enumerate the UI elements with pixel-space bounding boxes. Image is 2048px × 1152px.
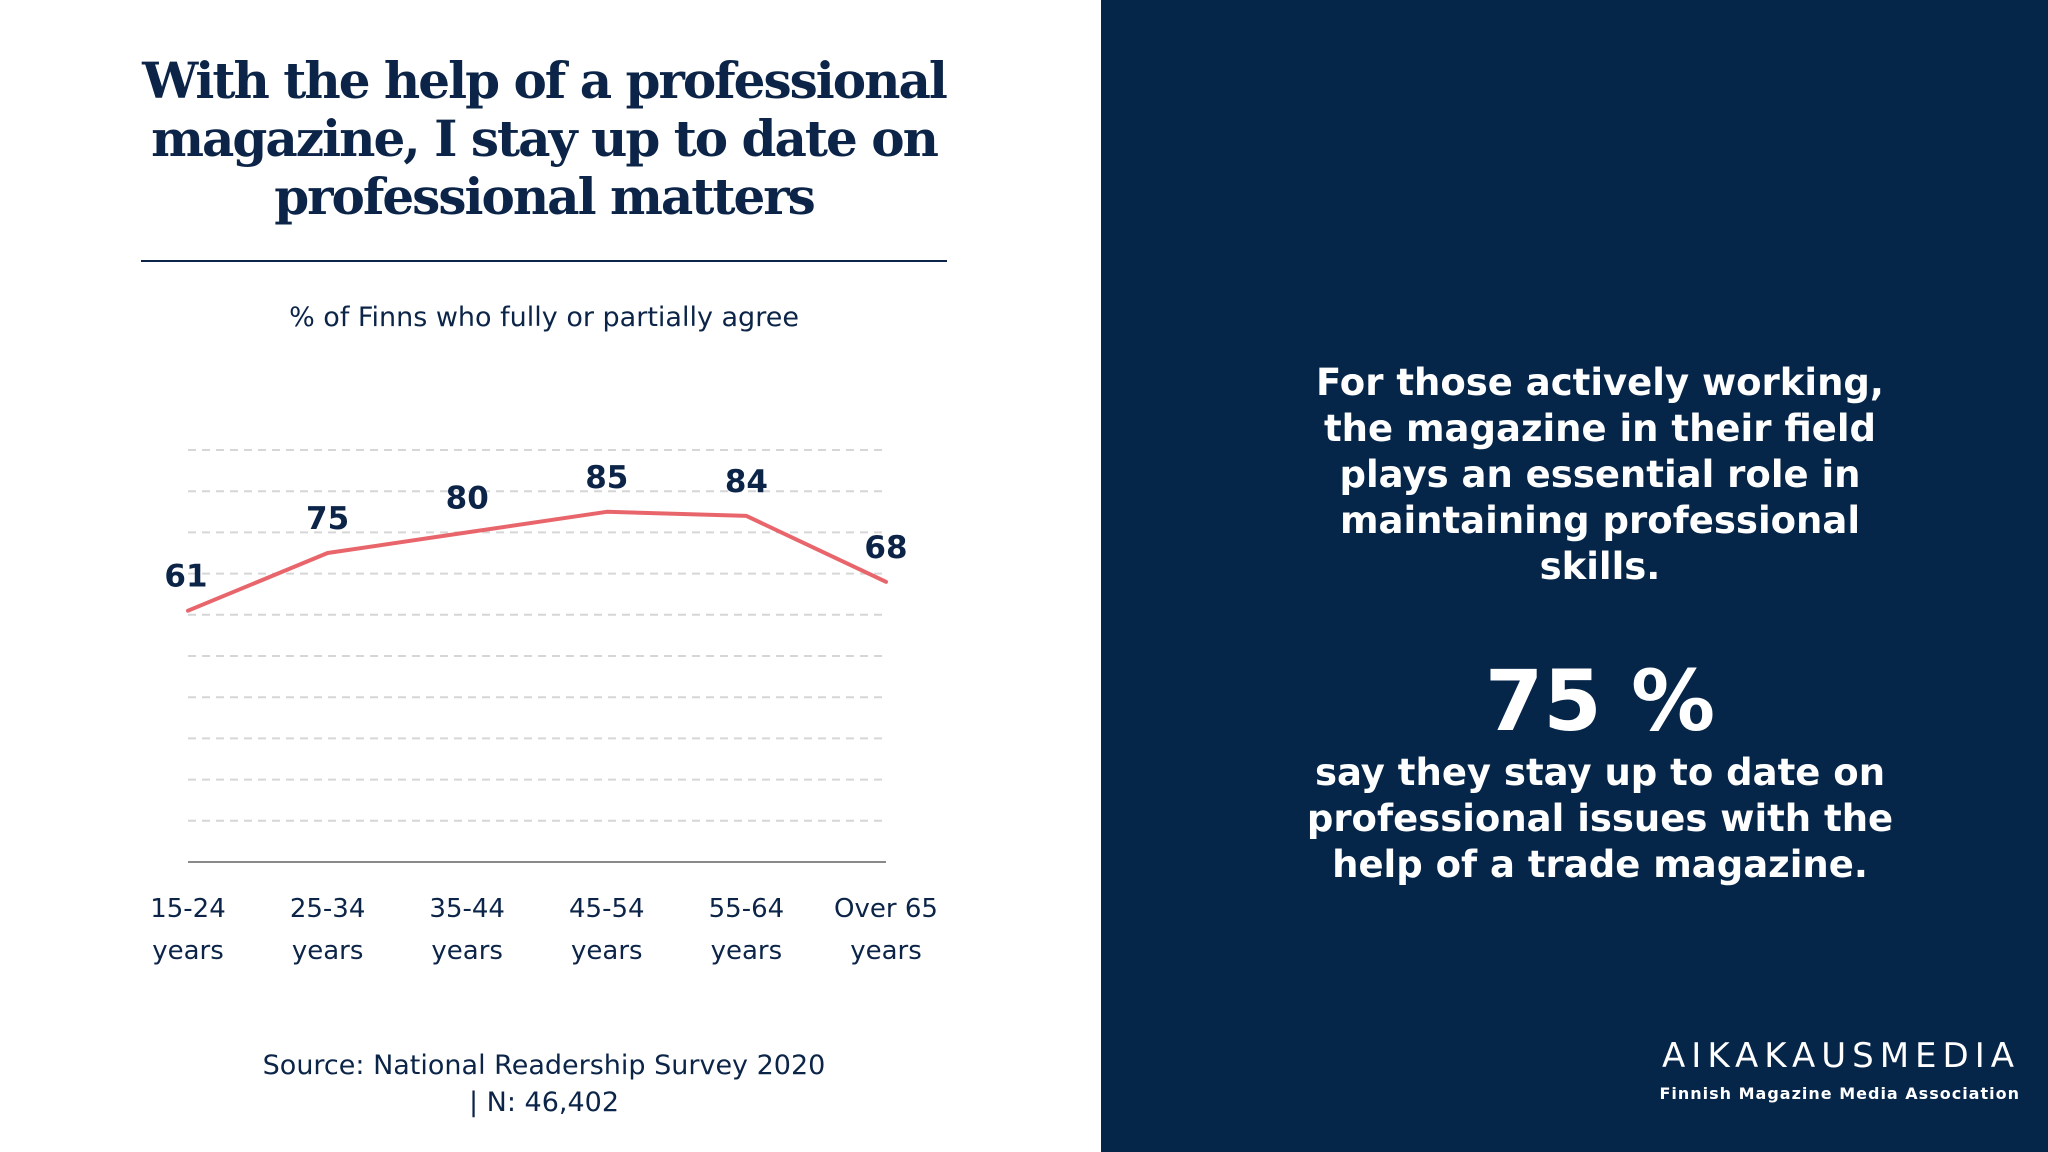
series-line: [186, 509, 888, 613]
brand-name: AIKAKAUSMEDIA: [1662, 1036, 2020, 1076]
x-tick-labels: 15-24 years 25-34 years 35-44 years 45-54 years…: [150, 894, 938, 966]
x-tick-label: 25-34: [290, 894, 366, 924]
brand-logo: AIKAKAUSMEDIA Finnish Magazine Media Ass…: [1600, 1036, 2020, 1103]
data-label: 84: [725, 464, 768, 500]
brand-tagline: Finnish Magazine Media Association: [1659, 1084, 2020, 1103]
callout-text: For those actively working, the magazine…: [1316, 361, 1884, 588]
x-tick-label: 35-44: [429, 894, 505, 924]
x-tick-label: years: [850, 936, 922, 966]
x-tick-label: years: [292, 936, 364, 966]
callout-stat-text: say they stay up to date on professional…: [1306, 751, 1894, 886]
chart-subtitle: % of Finns who fully or partially agree: [289, 302, 799, 333]
left-panel: [0, 0, 1100, 1152]
grid-lines: [188, 449, 886, 822]
data-labels: 61 75 80 85 84 68: [164, 460, 907, 595]
x-tick-label: 55-64: [709, 894, 785, 924]
big-percent-stat: 75 %: [1484, 652, 1716, 750]
x-tick-label: Over 65: [834, 894, 938, 924]
x-tick-label: 45-54: [569, 894, 645, 924]
source-line-1: Source: National Readership Survey 2020: [262, 1050, 826, 1081]
x-tick-label: years: [571, 936, 643, 966]
x-tick-label: 15-24: [150, 894, 226, 924]
data-label: 68: [864, 530, 907, 566]
x-tick-label: years: [152, 936, 224, 966]
source-line-2: | N: 46,402: [468, 1087, 620, 1118]
x-tick-label: years: [711, 936, 783, 966]
data-label: 85: [585, 460, 628, 496]
source-note: Source: National Readership Survey 2020 …: [200, 1047, 888, 1121]
right-panel: [1101, 0, 2048, 1152]
title-divider: [141, 260, 947, 262]
data-label: 61: [164, 559, 207, 595]
line-chart: 61 75 80 85 84 68 15-24 years 25-34 years 35-44 ye…: [150, 449, 938, 966]
data-label: 75: [306, 501, 349, 537]
chart-title: With the help of a professional magazine…: [142, 51, 948, 226]
x-tick-label: years: [431, 936, 503, 966]
data-label: 80: [446, 480, 489, 516]
